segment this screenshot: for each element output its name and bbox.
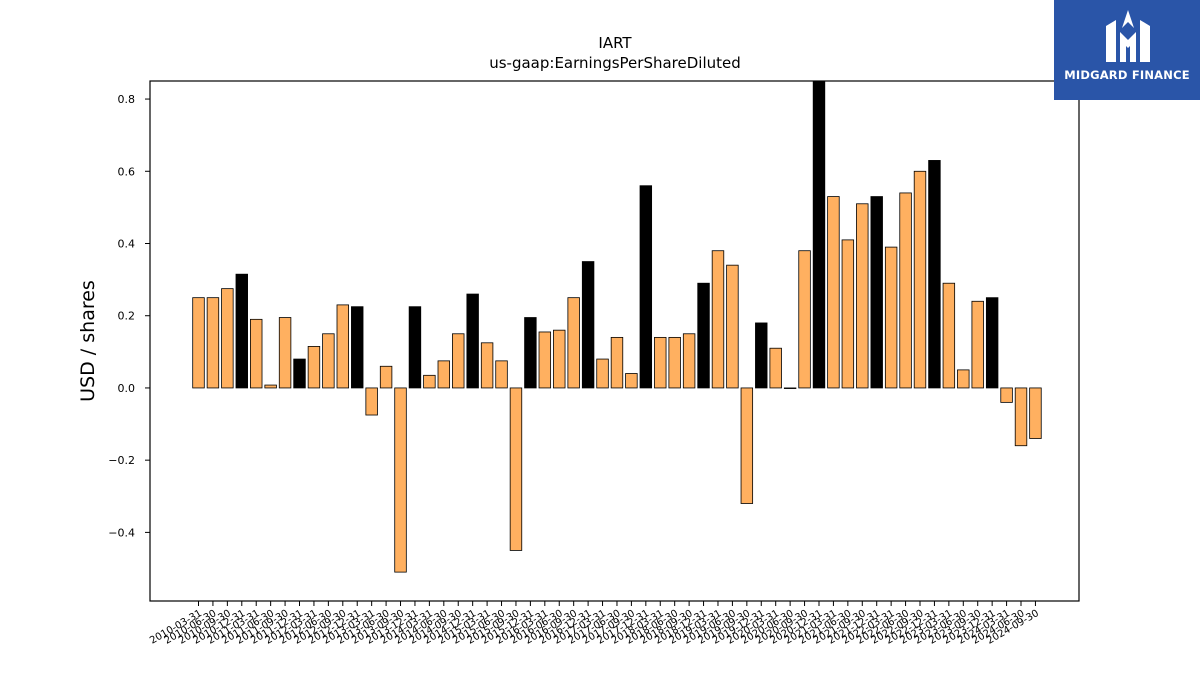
bar-2018-12-31	[697, 282, 710, 389]
bar-2010-06-30	[206, 297, 220, 389]
bar-2022-09-30	[913, 170, 927, 389]
bar-2018-06-30	[668, 336, 681, 389]
plot-frame	[149, 80, 1080, 602]
bars-group	[192, 80, 1042, 573]
bar-2023-03-31	[942, 282, 956, 389]
bar-2020-12-31	[812, 80, 826, 389]
bar-2014-03-31	[423, 374, 436, 389]
y-tick-label: 0.8	[118, 93, 136, 106]
bar-2018-03-31	[654, 336, 667, 389]
bar-2024-06-30	[1014, 387, 1028, 447]
bar-2023-06-30	[957, 369, 970, 389]
logo-text: MIDGARD FINANCE	[1064, 68, 1190, 82]
bar-2024-03-31	[1000, 387, 1013, 403]
bar-2017-03-31	[596, 358, 609, 389]
bar-2013-03-31	[365, 387, 378, 416]
bar-2019-12-31	[755, 322, 768, 389]
y-axis-ticks: −0.4 −0.2 0.0 0.2 0.4 0.6 0.8	[108, 93, 150, 539]
bar-2021-06-30	[841, 239, 855, 389]
bar-2017-06-30	[610, 336, 624, 389]
bar-2010-03-31	[192, 297, 205, 389]
bar-2015-06-30	[495, 360, 508, 389]
y-tick-label: 0.2	[118, 310, 136, 323]
y-tick-label: 0.4	[118, 238, 136, 251]
x-axis-ticks: 2010-03-312010-06-302010-09-302010-12-31…	[148, 601, 1041, 647]
bar-2010-09-30	[221, 288, 234, 389]
bar-2020-09-30	[798, 250, 811, 389]
bar-2011-09-30	[278, 317, 292, 389]
chart-subtitle: us-gaap:EarningsPerShareDiluted	[489, 54, 741, 72]
bar-2020-06-30	[783, 387, 797, 389]
bar-2015-09-30	[509, 387, 523, 551]
y-tick-label: 0.6	[118, 165, 136, 178]
bar-2014-12-31	[466, 293, 479, 389]
bar-2015-03-31	[480, 342, 494, 389]
bar-2022-03-31	[884, 246, 898, 389]
bar-2016-12-31	[581, 261, 595, 389]
bar-2010-12-31	[235, 273, 248, 389]
bar-2013-09-30	[394, 387, 407, 573]
chart-title: IART	[598, 34, 632, 52]
bar-2016-03-31	[538, 331, 552, 389]
bar-2011-12-31	[293, 358, 306, 389]
bar-2019-09-30	[740, 387, 754, 504]
y-tick-label: 0.0	[118, 382, 136, 395]
bar-2013-06-30	[379, 365, 393, 389]
y-tick-label: −0.4	[108, 526, 135, 539]
bar-2017-12-31	[639, 185, 653, 389]
bar-2022-06-30	[899, 192, 912, 389]
logo-mark-icon	[1106, 10, 1150, 62]
y-tick-label: −0.2	[108, 454, 135, 467]
y-axis-label: USD / shares	[77, 280, 99, 402]
bar-2017-09-30	[625, 373, 638, 389]
bar-2024-09-30	[1029, 387, 1042, 439]
bar-2016-06-30	[553, 329, 566, 389]
bar-2012-06-30	[322, 333, 335, 389]
bar-2021-12-31	[870, 196, 883, 389]
bar-2019-03-31	[711, 250, 725, 389]
bar-2011-06-30	[264, 384, 277, 389]
bar-2023-09-30	[971, 300, 984, 389]
bar-2012-09-30	[336, 304, 350, 389]
bar-2019-06-30	[726, 264, 739, 389]
bar-2012-03-31	[307, 346, 321, 389]
bar-2014-09-30	[452, 333, 465, 389]
bar-2021-03-31	[827, 196, 840, 389]
bar-2013-12-31	[408, 306, 422, 389]
bar-2023-12-31	[985, 297, 999, 389]
bar-2018-09-30	[682, 333, 696, 389]
bar-2022-12-31	[928, 160, 941, 389]
bar-2021-09-30	[856, 203, 869, 389]
bar-2011-03-31	[250, 318, 263, 389]
bar-2015-12-31	[524, 317, 537, 389]
midgard-finance-logo: MIDGARD FINANCE	[1054, 0, 1200, 100]
bar-2012-12-31	[351, 306, 364, 389]
bar-2016-09-30	[567, 297, 580, 389]
bar-2014-06-30	[437, 360, 451, 389]
bar-2020-03-31	[769, 347, 782, 389]
